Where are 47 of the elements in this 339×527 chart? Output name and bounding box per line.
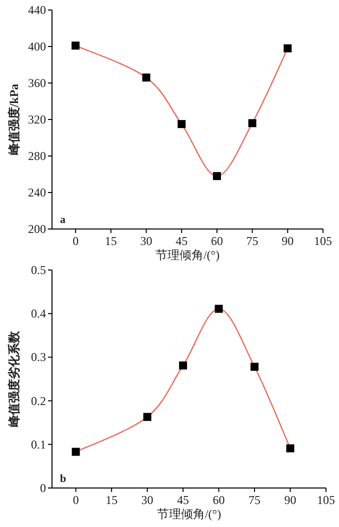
y-tick-label: 0 xyxy=(40,481,46,495)
x-tick-label: 0 xyxy=(72,493,79,507)
y-tick-label: 400 xyxy=(28,40,46,54)
y-tick-label: 360 xyxy=(28,76,46,90)
y-axis-title: 峰值强度/kPa xyxy=(7,84,21,156)
y-tick-label: 240 xyxy=(28,186,46,200)
x-tick-label: 105 xyxy=(317,493,335,507)
x-tick-label: 75 xyxy=(246,234,258,248)
annotation: a xyxy=(60,214,66,226)
x-tick-label: 15 xyxy=(106,493,118,507)
y-tick-label: 0.5 xyxy=(31,263,46,277)
x-axis-title: 节理倾角/(°) xyxy=(156,507,222,521)
y-tick-label: 200 xyxy=(28,222,46,236)
point xyxy=(212,172,221,180)
x-tick-label: 105 xyxy=(314,234,332,248)
point xyxy=(72,448,80,456)
point xyxy=(286,444,294,452)
x-tick-label: 90 xyxy=(282,234,294,248)
x-tick-label: 60 xyxy=(210,234,223,248)
point xyxy=(284,44,292,52)
point xyxy=(143,412,152,421)
y-tick-label: 0.4 xyxy=(31,306,46,321)
x-tick-label: 90 xyxy=(284,493,296,507)
y-tick-label: 0.2 xyxy=(31,394,46,408)
point xyxy=(72,42,80,50)
point xyxy=(179,361,188,370)
point xyxy=(178,120,186,128)
point xyxy=(214,304,223,313)
x-tick-label: 30 xyxy=(140,234,152,248)
y-axis-title: 峰值强度劣化系数 xyxy=(7,330,21,427)
y-tick-label: 0.1 xyxy=(31,437,46,452)
x-tick-label: 45 xyxy=(177,493,190,507)
y-tick-label: 440 xyxy=(28,3,46,17)
x-tick-label: 15 xyxy=(104,234,117,248)
point xyxy=(248,119,256,128)
x-tick-label: 30 xyxy=(141,493,154,507)
y-tick-label: 280 xyxy=(28,149,46,163)
point xyxy=(250,362,259,371)
annotation: b xyxy=(60,473,66,485)
point xyxy=(142,74,150,82)
x-tick-label: 0 xyxy=(72,234,79,248)
x-tick-label: 45 xyxy=(176,234,188,248)
y-tick-label: 320 xyxy=(28,112,46,126)
x-axis-title: 节理倾角/(°) xyxy=(155,248,220,262)
x-tick-label: 75 xyxy=(248,493,261,507)
y-tick-label: 0.3 xyxy=(31,350,46,364)
x-tick-label: 60 xyxy=(212,493,225,507)
